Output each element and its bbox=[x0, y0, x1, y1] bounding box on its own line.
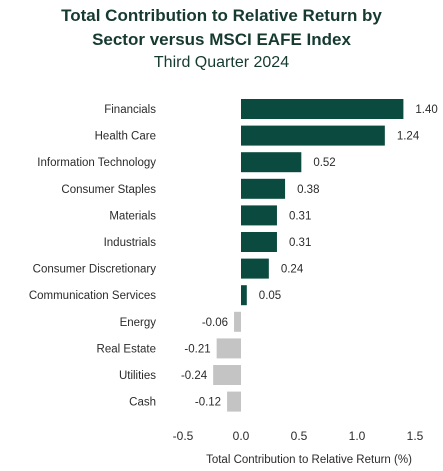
x-tick-label: 1.5 bbox=[407, 429, 424, 443]
bar-industrials bbox=[241, 232, 277, 252]
value-label: 0.38 bbox=[297, 184, 319, 196]
bar-health-care bbox=[241, 125, 385, 146]
category-label: Communication Services bbox=[29, 290, 156, 302]
bar-information-technology bbox=[241, 152, 302, 173]
value-label: -0.21 bbox=[184, 343, 210, 355]
value-label: -0.24 bbox=[181, 370, 208, 382]
value-label: 0.24 bbox=[281, 264, 304, 276]
category-label: Utilities bbox=[119, 370, 156, 382]
bar-financials bbox=[241, 99, 404, 119]
category-label: Consumer Staples bbox=[61, 184, 156, 196]
category-label: Financials bbox=[104, 104, 156, 116]
bar-materials bbox=[241, 205, 277, 226]
x-axis-title: Total Contribution to Relative Return (%… bbox=[206, 454, 412, 466]
value-labels: 1.40 1.24 0.52 0.38 0.31 0.31 0.24 0.05 -0.06 -0.… bbox=[181, 104, 438, 409]
value-label: -0.06 bbox=[202, 317, 228, 329]
category-label: Real Estate bbox=[97, 343, 156, 355]
value-label: 0.31 bbox=[289, 210, 311, 222]
value-label: 0.05 bbox=[259, 290, 281, 302]
x-tick-label: 0.5 bbox=[291, 429, 308, 443]
category-label: Energy bbox=[120, 317, 157, 329]
value-label: 0.31 bbox=[289, 237, 311, 249]
bar-energy bbox=[234, 311, 241, 332]
x-axis-ticks: -0.5 0.0 0.5 1.0 1.5 bbox=[173, 429, 424, 443]
category-labels: Financials Health Care Information Technol… bbox=[29, 104, 156, 409]
chart-header: Total Contribution to Relative Return by… bbox=[0, 4, 443, 74]
bar-cash bbox=[227, 391, 241, 412]
category-label: Health Care bbox=[95, 131, 156, 143]
category-label: Cash bbox=[129, 397, 156, 409]
value-label: 1.40 bbox=[415, 104, 437, 116]
chart-subtitle: Third Quarter 2024 bbox=[153, 54, 290, 71]
bar-consumer-staples bbox=[241, 178, 286, 199]
category-label: Consumer Discretionary bbox=[33, 264, 157, 276]
category-label: Materials bbox=[109, 210, 156, 222]
bar-communication-services bbox=[241, 285, 247, 306]
bars-layer bbox=[213, 99, 404, 412]
chart-title-line-1: Total Contribution to Relative Return by bbox=[61, 6, 382, 25]
x-tick-label: -0.5 bbox=[173, 429, 194, 443]
value-label: 1.24 bbox=[397, 131, 420, 143]
bar-utilities bbox=[213, 365, 241, 385]
chart-title-line-2: Sector versus MSCI EAFE Index bbox=[92, 30, 351, 49]
category-label: Information Technology bbox=[37, 157, 156, 169]
value-label: 0.52 bbox=[313, 157, 335, 169]
x-tick-label: 0.0 bbox=[233, 429, 250, 443]
category-label: Industrials bbox=[104, 237, 157, 249]
bar-consumer-discretionary bbox=[241, 258, 269, 279]
value-label: -0.12 bbox=[195, 397, 221, 409]
x-tick-label: 1.0 bbox=[349, 429, 366, 443]
bar-real-estate bbox=[216, 338, 241, 359]
